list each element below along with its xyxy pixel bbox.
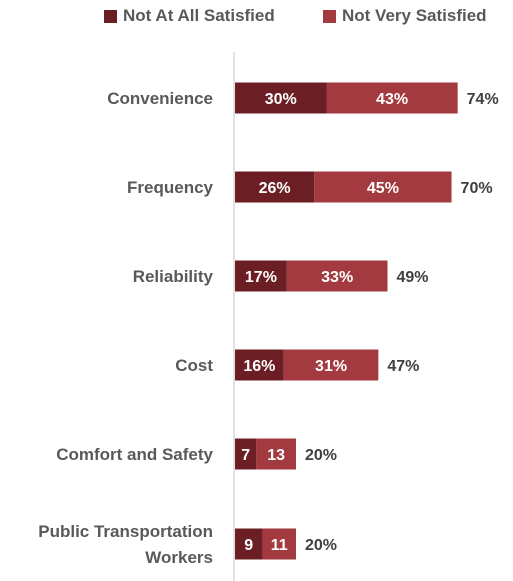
segment-label-not-very-satisfied-cost: 31% bbox=[315, 358, 347, 375]
category-label-public-transportation-workers: Public Transportation Workers bbox=[38, 522, 213, 567]
bar-segment-not-at-all-satisfied-comfort-and-safety bbox=[235, 438, 257, 470]
segment-label-not-very-satisfied-frequency: 45% bbox=[367, 180, 399, 197]
legend-item-not-very-satisfied: Not Very Satisfied bbox=[323, 6, 487, 26]
total-label-reliability: 49% bbox=[397, 269, 429, 286]
segment-label-not-at-all-satisfied-frequency: 26% bbox=[259, 180, 291, 197]
segment-label-not-at-all-satisfied-public-transportation-workers: 9 bbox=[244, 537, 253, 554]
bar-segment-not-very-satisfied-public-transportation-workers bbox=[262, 528, 296, 560]
bar-segment-not-very-satisfied-frequency bbox=[314, 171, 452, 203]
bar-segment-not-at-all-satisfied-cost bbox=[235, 349, 284, 381]
segment-label-not-at-all-satisfied-convenience: 30% bbox=[265, 91, 297, 108]
bar-segment-not-at-all-satisfied-convenience bbox=[235, 82, 327, 114]
total-label-convenience: 74% bbox=[467, 91, 499, 108]
segment-label-not-at-all-satisfied-comfort-and-safety: 7 bbox=[241, 447, 250, 464]
category-label-frequency: Frequency bbox=[127, 178, 214, 197]
total-label-cost: 47% bbox=[387, 358, 419, 375]
bar-segment-not-very-satisfied-comfort-and-safety bbox=[256, 438, 296, 470]
bar-segment-not-very-satisfied-cost bbox=[283, 349, 379, 381]
category-label-convenience: Convenience bbox=[107, 89, 213, 108]
segment-label-not-very-satisfied-convenience: 43% bbox=[376, 91, 408, 108]
category-label-reliability: Reliability bbox=[133, 267, 214, 286]
category-label-cost: Cost bbox=[175, 356, 213, 375]
bar-segment-not-at-all-satisfied-frequency bbox=[235, 171, 315, 203]
legend: Not At All Satisfied Not Very Satisfied bbox=[0, 6, 513, 30]
segment-label-not-very-satisfied-public-transportation-workers: 11 bbox=[271, 537, 288, 554]
segment-label-not-very-satisfied-reliability: 33% bbox=[321, 269, 353, 286]
legend-item-not-at-all-satisfied: Not At All Satisfied bbox=[104, 6, 275, 26]
bars-group: Convenience 30% 43% 74% Frequency 26% 45% 70% Re… bbox=[38, 82, 499, 567]
bar-segment-not-very-satisfied-reliability bbox=[286, 260, 388, 292]
bar-segment-not-at-all-satisfied-public-transportation-workers bbox=[235, 528, 263, 560]
legend-label-not-very-satisfied: Not Very Satisfied bbox=[342, 6, 487, 25]
total-label-comfort-and-safety: 20% bbox=[305, 447, 337, 464]
bar-segment-not-at-all-satisfied-reliability bbox=[235, 260, 287, 292]
bar-segment-not-very-satisfied-convenience bbox=[326, 82, 458, 114]
segment-label-not-at-all-satisfied-cost: 16% bbox=[243, 358, 275, 375]
segment-label-not-very-satisfied-comfort-and-safety: 13 bbox=[267, 447, 285, 464]
legend-label-not-at-all-satisfied: Not At All Satisfied bbox=[123, 6, 275, 25]
segment-label-not-at-all-satisfied-reliability: 17% bbox=[245, 269, 277, 286]
legend-swatch-not-very-satisfied bbox=[323, 9, 336, 23]
category-label-comfort-and-safety: Comfort and Safety bbox=[56, 445, 213, 464]
total-label-frequency: 70% bbox=[461, 180, 493, 197]
legend-swatch-not-at-all-satisfied bbox=[104, 9, 117, 23]
total-label-public-transportation-workers: 20% bbox=[305, 537, 337, 554]
